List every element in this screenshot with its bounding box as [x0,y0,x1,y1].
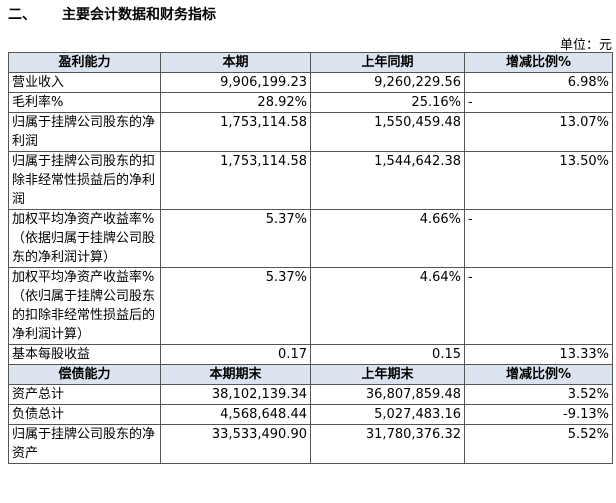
data-row: 营业收入 9,906,199.23 9,260,229.56 6.98% [8,72,613,93]
data-row: 基本每股收益 0.17 0.15 13.33% [8,344,613,365]
data-row: 归属于挂牌公司股东的净利润 1,753,114.58 1,550,459.48 13.… [8,112,613,152]
value-cell: 1,550,459.48 [310,112,465,152]
value-cell: 1,544,642.38 [310,151,465,210]
header-cell: 盈利能力 [8,52,161,73]
header-cell: 上年期末 [310,364,465,385]
section-title: 主要会计数据和财务指标 [62,7,216,23]
section-number: 二、 [8,7,36,23]
value-cell: - [464,209,613,268]
header-cell: 上年同期 [310,52,465,73]
value-cell: 13.50% [464,151,613,210]
value-cell: 33,533,490.90 [160,424,311,464]
value-cell: 38,102,139.34 [160,384,311,405]
financial-table: 盈利能力 本期 上年同期 增减比例% 营业收入 9,906,199.23 9,260,229… [8,52,613,464]
data-row: 加权平均净资产收益率%（依据归属于挂牌公司股东的净利润计算） 5.37% 4.66%… [8,209,613,268]
value-cell: 25.16% [310,92,465,113]
header-cell: 偿债能力 [8,364,161,385]
value-cell: 13.07% [464,112,613,152]
row-label: 负债总计 [8,404,161,425]
value-cell: -9.13% [464,404,613,425]
value-cell: 0.17 [160,344,311,365]
value-cell: 5,027,483.16 [310,404,465,425]
value-cell: 4.64% [310,267,465,345]
value-cell: 0.15 [310,344,465,365]
value-cell: 36,807,859.48 [310,384,465,405]
value-cell: - [464,267,613,345]
value-cell: 3.52% [464,384,613,405]
data-row: 归属于挂牌公司股东的扣除非经常性损益后的净利润 1,753,114.58 1,544… [8,151,613,210]
data-row: 负债总计 4,568,648.44 5,027,483.16 -9.13% [8,404,613,425]
data-row: 毛利率% 28.92% 25.16% - [8,92,613,113]
data-row: 加权平均净资产收益率%（依归属于挂牌公司股东的扣除非经常性损益后的净利润计算） 5… [8,267,613,345]
value-cell: 28.92% [160,92,311,113]
row-label: 加权平均净资产收益率%（依据归属于挂牌公司股东的净利润计算） [8,209,161,268]
header-cell: 本期 [160,52,311,73]
value-cell: 13.33% [464,344,613,365]
value-cell: 5.52% [464,424,613,464]
header-row: 偿债能力 本期期末 上年期末 增减比例% [8,364,613,385]
value-cell: 31,780,376.32 [310,424,465,464]
row-label: 归属于挂牌公司股东的净利润 [8,112,161,152]
value-cell: - [464,92,613,113]
header-cell: 增减比例% [464,364,613,385]
row-label: 资产总计 [8,384,161,405]
section-heading: 二、 主要会计数据和财务指标 [8,4,216,24]
value-cell: 6.98% [464,72,613,93]
row-label: 加权平均净资产收益率%（依归属于挂牌公司股东的扣除非经常性损益后的净利润计算） [8,267,161,345]
row-label: 基本每股收益 [8,344,161,365]
header-cell: 本期期末 [160,364,311,385]
value-cell: 4,568,648.44 [160,404,311,425]
data-row: 资产总计 38,102,139.34 36,807,859.48 3.52% [8,384,613,405]
row-label: 营业收入 [8,72,161,93]
value-cell: 5.37% [160,267,311,345]
value-cell: 4.66% [310,209,465,268]
data-row: 归属于挂牌公司股东的净资产 33,533,490.90 31,780,376.32 5… [8,424,613,464]
row-label: 毛利率% [8,92,161,113]
header-row: 盈利能力 本期 上年同期 增减比例% [8,52,613,73]
unit-label: 单位：元 [559,38,612,53]
value-cell: 1,753,114.58 [160,151,311,210]
value-cell: 1,753,114.58 [160,112,311,152]
value-cell: 5.37% [160,209,311,268]
row-label: 归属于挂牌公司股东的扣除非经常性损益后的净利润 [8,151,161,210]
header-cell: 增减比例% [464,52,613,73]
value-cell: 9,906,199.23 [160,72,311,93]
value-cell: 9,260,229.56 [310,72,465,93]
row-label: 归属于挂牌公司股东的净资产 [8,424,161,464]
